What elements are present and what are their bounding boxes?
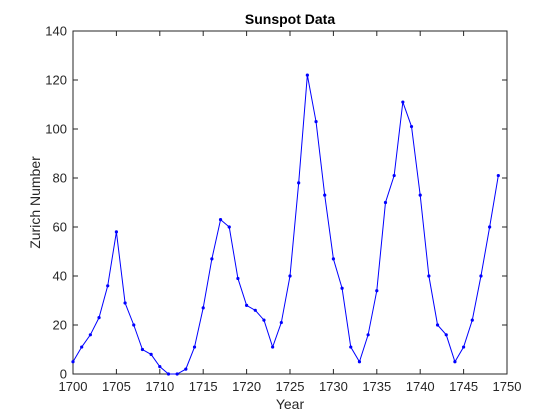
data-point	[262, 318, 266, 322]
series-line	[72, 75, 499, 375]
data-point	[314, 120, 318, 124]
x-tick-label: 1745	[449, 379, 478, 394]
x-tick-label: 1700	[59, 379, 88, 394]
data-point	[383, 200, 388, 205]
x-axis-label: Year	[276, 396, 305, 412]
chart-title: Sunspot Data	[245, 11, 335, 27]
data-point	[401, 100, 405, 104]
data-point	[349, 345, 353, 349]
data-point	[114, 230, 118, 234]
data-point	[462, 345, 466, 349]
y-tick-label: 60	[53, 220, 67, 235]
x-axis-ticks: 1700 1705 1710 1715 1720 1725 1730 1735 1740 1745…	[59, 31, 522, 394]
data-point	[192, 345, 197, 349]
data-point	[366, 333, 370, 337]
data-point	[279, 320, 283, 325]
data-point	[418, 193, 422, 197]
x-tick-label: 1715	[189, 379, 218, 394]
data-point	[210, 257, 214, 261]
data-point	[140, 347, 145, 352]
data-point	[184, 367, 188, 371]
data-point	[305, 73, 309, 77]
data-point	[375, 289, 379, 293]
x-tick-label: 1705	[102, 379, 131, 394]
data-point	[245, 303, 249, 307]
data-point	[435, 323, 440, 327]
data-point	[409, 124, 414, 129]
plot-area: 1700 1705 1710 1715 1720 1725 1730 1735 1740 1745…	[45, 24, 521, 395]
y-tick-label: 20	[53, 318, 67, 333]
data-point	[470, 318, 474, 322]
data-point	[123, 301, 127, 305]
data-point	[166, 372, 171, 376]
data-point	[88, 333, 92, 337]
data-point	[175, 372, 179, 376]
data-point	[236, 276, 240, 281]
data-point	[218, 218, 223, 222]
x-tick-label: 1725	[276, 379, 305, 394]
y-axis-label: Zurich Number	[27, 156, 43, 249]
data-point	[288, 274, 292, 278]
y-tick-label: 140	[45, 24, 67, 39]
data-point	[227, 225, 231, 229]
x-tick-label: 1740	[406, 379, 435, 394]
data-point	[427, 274, 431, 278]
series-points	[71, 73, 500, 376]
x-tick-label: 1710	[145, 379, 174, 394]
x-tick-label: 1730	[319, 379, 348, 394]
data-point	[97, 316, 101, 320]
data-point	[71, 360, 75, 364]
data-point	[201, 306, 205, 310]
data-point	[488, 225, 492, 229]
y-tick-label: 80	[53, 171, 67, 186]
data-point	[496, 173, 500, 178]
data-point	[80, 345, 84, 349]
y-tick-label: 40	[53, 269, 67, 284]
data-point	[158, 365, 162, 369]
data-point	[297, 181, 301, 185]
data-point	[106, 284, 110, 288]
data-point	[392, 173, 396, 178]
data-point	[453, 360, 457, 364]
data-point	[444, 333, 448, 337]
y-tick-label: 100	[45, 122, 67, 137]
axes-box	[72, 30, 508, 375]
data-point	[132, 323, 136, 327]
data-point	[271, 345, 275, 349]
data-point	[149, 352, 153, 356]
y-tick-label: 120	[45, 73, 67, 88]
y-axis-ticks: 0 20 40 60 80 100 120 140	[45, 24, 507, 382]
data-point	[331, 257, 335, 261]
data-point	[323, 193, 327, 197]
data-point	[340, 286, 344, 290]
data-point	[479, 274, 483, 278]
data-point	[253, 308, 257, 312]
y-tick-label: 0	[60, 367, 67, 382]
data-point	[357, 360, 362, 364]
x-tick-label: 1750	[493, 379, 522, 394]
x-tick-label: 1720	[232, 379, 261, 394]
x-tick-label: 1735	[362, 379, 391, 394]
